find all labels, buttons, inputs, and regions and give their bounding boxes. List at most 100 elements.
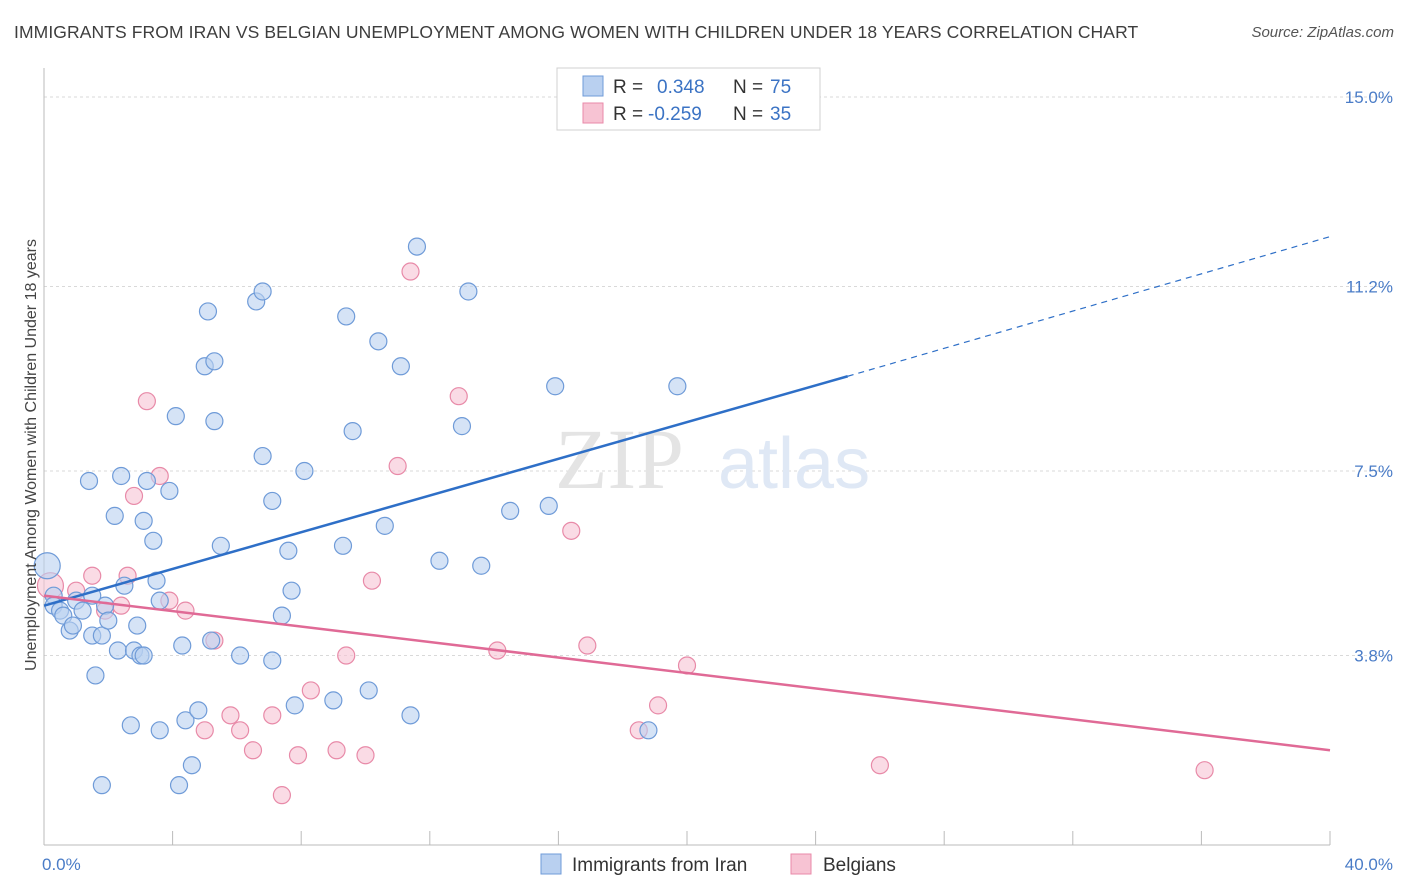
iran-point: [211, 536, 230, 555]
iran-point: [79, 471, 99, 491]
stats-legend-r-value-iran: 0.348: [657, 77, 705, 98]
watermark: ZIP atlas: [555, 411, 870, 507]
iran-point: [198, 302, 218, 321]
stats-legend-r-label-iran: R =: [613, 77, 643, 98]
belgians-point: [1195, 761, 1214, 780]
stats-legend: R = 0.348 N = 75 R = -0.259 N = 35: [556, 67, 821, 131]
chart-title: IMMIGRANTS FROM IRAN VS BELGIAN UNEMPLOY…: [14, 22, 1139, 42]
iran-point: [182, 756, 201, 775]
belgians-point: [288, 746, 308, 765]
iran-point: [279, 541, 298, 560]
iran-point: [92, 776, 111, 795]
iran-point: [359, 681, 378, 700]
iran-point: [343, 422, 362, 441]
iran-point: [134, 511, 153, 530]
iran-point: [407, 237, 427, 256]
trend-layer: [43, 236, 1331, 752]
belgians-point: [243, 741, 263, 760]
iran-point: [147, 571, 166, 590]
y-tick-label: 11.2%: [1346, 277, 1393, 296]
iran-point: [324, 691, 343, 710]
iran-point: [160, 481, 179, 501]
iran-point: [668, 377, 687, 396]
iran-point: [401, 706, 420, 725]
iran-point: [134, 646, 153, 665]
iran-trend-line: [43, 375, 849, 607]
iran-point: [263, 491, 282, 511]
iran-point: [189, 701, 208, 720]
iran-point: [501, 501, 520, 520]
iran-point: [176, 711, 195, 730]
iran-point: [231, 646, 250, 665]
iran-point: [639, 721, 658, 740]
iran-point: [272, 606, 292, 625]
belgians-point: [137, 392, 156, 411]
iran-point: [375, 516, 394, 535]
grid-layer: [44, 96, 1390, 657]
stats-legend-swatch-belgians: [582, 102, 604, 124]
iran-point: [33, 552, 61, 580]
belgians-point: [449, 387, 468, 406]
y-tick-label: 3.8%: [1354, 647, 1393, 666]
watermark-zip: ZIP: [555, 411, 684, 507]
stats-legend-swatch-iran: [582, 75, 604, 97]
y-tick-label: 7.5%: [1354, 462, 1393, 481]
iran-point: [333, 536, 353, 555]
iran-point: [128, 616, 147, 635]
stats-legend-n-label-iran: N =: [733, 77, 763, 98]
iran-point: [144, 531, 163, 550]
iran-point: [539, 496, 558, 516]
iran-point: [108, 641, 128, 660]
belgians-point: [195, 721, 214, 740]
iran-point: [63, 616, 83, 635]
series-legend-label-iran: Immigrants from Iran: [572, 855, 747, 876]
iran-point: [205, 412, 224, 431]
iran-point: [99, 611, 118, 630]
stats-legend-n-value-belgians: 35: [770, 104, 791, 125]
iran-point: [253, 282, 272, 301]
iran-point: [121, 716, 140, 735]
iran-trend-extension: [847, 236, 1331, 377]
iran-point: [452, 417, 472, 436]
iran-point: [337, 307, 356, 326]
iran-point: [263, 651, 282, 670]
iran-point: [295, 461, 314, 481]
stats-legend-r-value-belgians: -0.259: [648, 104, 702, 125]
iran-point: [112, 466, 131, 486]
iran-point: [169, 776, 189, 795]
iran-point: [391, 357, 410, 376]
iran-point: [285, 696, 304, 715]
belgians-point: [272, 786, 292, 805]
belgians-point: [337, 646, 356, 665]
x-tick-label: 0.0%: [42, 855, 81, 874]
stats-legend-n-label-belgians: N =: [733, 104, 763, 125]
belgians-point: [327, 741, 346, 760]
stats-legend-n-value-iran: 75: [770, 77, 791, 98]
iran-point: [472, 556, 491, 575]
y-axis-label: Unemployment Among Women with Children U…: [23, 239, 40, 671]
belgians-point: [578, 636, 597, 655]
belgians-point: [870, 756, 890, 775]
belgians-point: [388, 456, 407, 476]
belgians-point: [176, 601, 195, 620]
stats-legend-r-label-belgians: R =: [613, 104, 643, 125]
iran-point: [202, 631, 221, 650]
belgians-point: [124, 486, 144, 506]
iran-point: [546, 377, 565, 396]
series-legend: Immigrants from Iran Belgians: [540, 853, 896, 876]
iran-point: [137, 471, 156, 491]
belgians-point: [263, 706, 282, 725]
series-legend-swatch-iran: [540, 853, 562, 875]
iran-point: [105, 506, 124, 525]
belgians-point: [648, 696, 668, 715]
belgians-point: [221, 706, 240, 725]
iran-point: [166, 407, 185, 426]
iran-point: [92, 626, 111, 645]
iran-point: [282, 581, 301, 600]
series-legend-label-belgians: Belgians: [823, 855, 896, 876]
belgians-point: [401, 262, 420, 281]
iran-point: [150, 591, 169, 610]
iran-point: [86, 666, 105, 685]
belgians-point: [356, 746, 375, 765]
